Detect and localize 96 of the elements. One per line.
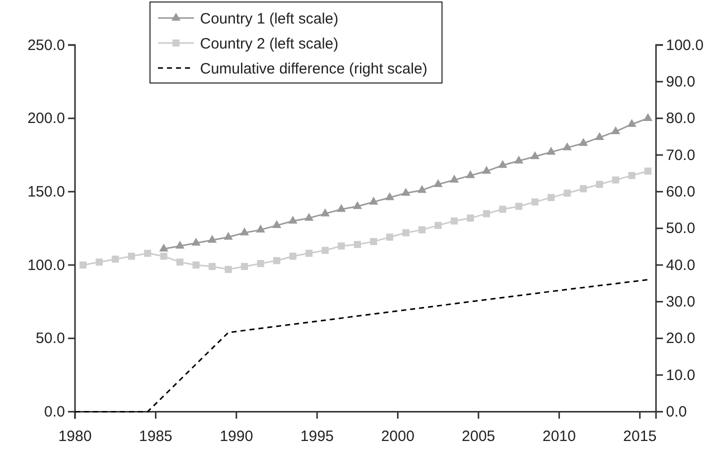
point — [483, 210, 490, 218]
point — [466, 214, 474, 222]
point — [628, 172, 636, 180]
y2-tick-label: 40.0 — [666, 256, 696, 274]
point — [564, 190, 571, 197]
point — [289, 252, 296, 260]
point — [450, 217, 458, 225]
point — [304, 212, 314, 221]
y-tick-label: 100.0 — [27, 256, 65, 274]
point — [305, 250, 313, 257]
point — [288, 216, 298, 224]
point — [160, 252, 168, 260]
point — [176, 258, 184, 266]
point — [434, 222, 442, 229]
y2-tick-label: 70.0 — [666, 146, 696, 164]
point — [401, 188, 410, 196]
point — [402, 229, 410, 236]
y-tick-label: 250.0 — [27, 36, 65, 54]
x-tick-label: 2015 — [623, 428, 657, 446]
y2-tick-label: 60.0 — [666, 183, 696, 200]
point — [594, 132, 604, 140]
point — [498, 160, 508, 168]
point — [482, 166, 492, 174]
point — [256, 224, 266, 232]
point — [80, 261, 87, 269]
legend-label: Cumulative difference (right scale) — [200, 60, 428, 78]
x-tick-label: 2005 — [462, 428, 496, 446]
y2-tick-label: 0.0 — [666, 404, 687, 420]
point — [596, 180, 604, 188]
point — [562, 142, 572, 150]
point — [531, 198, 538, 206]
point — [96, 258, 103, 266]
y-tick-label: 50.0 — [36, 330, 65, 348]
point — [192, 261, 200, 269]
point — [499, 206, 506, 213]
point — [578, 138, 588, 146]
point — [208, 234, 217, 243]
point — [159, 244, 168, 252]
y2-tick-label: 10.0 — [666, 366, 696, 384]
point — [514, 156, 524, 164]
point — [466, 170, 475, 178]
point — [612, 176, 620, 184]
y2-tick-label: 20.0 — [666, 330, 696, 348]
y2-tick-label: 30.0 — [666, 293, 696, 310]
point — [272, 220, 282, 228]
y-tick-label: 200.0 — [27, 110, 65, 128]
x-tick-label: 1980 — [58, 428, 92, 446]
y2-tick-label: 90.0 — [666, 73, 696, 90]
point — [175, 240, 184, 249]
point — [580, 185, 587, 192]
point — [369, 196, 378, 205]
y-tick-label: 150.0 — [27, 183, 65, 200]
point — [643, 113, 652, 121]
y2-tick-label: 80.0 — [666, 110, 696, 128]
y-tick-label: 0.0 — [44, 404, 65, 420]
point — [386, 234, 394, 241]
legend-label: Country 1 (left scale) — [200, 10, 338, 28]
y2-tick-label: 100.0 — [666, 36, 704, 54]
point — [354, 240, 361, 248]
point — [257, 260, 264, 268]
point — [548, 194, 555, 202]
x-tick-label: 2000 — [381, 428, 414, 446]
x-tick-label: 1985 — [139, 428, 172, 446]
point — [546, 146, 556, 155]
point — [112, 256, 119, 263]
point — [417, 184, 427, 193]
point — [450, 174, 459, 183]
point — [273, 257, 280, 264]
line-series — [74, 278, 649, 412]
point — [224, 266, 232, 273]
point — [320, 208, 330, 216]
point — [338, 242, 345, 250]
point — [128, 252, 136, 260]
y2-tick-label: 50.0 — [666, 220, 696, 238]
point — [240, 227, 250, 236]
point — [370, 238, 378, 246]
point — [418, 226, 426, 234]
point — [240, 262, 248, 270]
point — [144, 250, 152, 257]
legend-label: Country 2 (left scale) — [200, 35, 338, 52]
point — [385, 192, 394, 200]
point — [322, 246, 329, 254]
point — [191, 238, 201, 246]
point — [627, 118, 636, 127]
x-tick-label: 1990 — [220, 428, 254, 446]
point — [336, 204, 346, 212]
x-tick-label: 2010 — [542, 428, 576, 446]
point — [208, 262, 216, 270]
point — [352, 201, 362, 209]
point — [611, 126, 620, 134]
point — [644, 168, 652, 175]
point — [530, 151, 540, 160]
point — [434, 179, 443, 187]
point — [515, 202, 522, 210]
x-tick-label: 1995 — [300, 428, 334, 446]
point — [224, 232, 233, 240]
